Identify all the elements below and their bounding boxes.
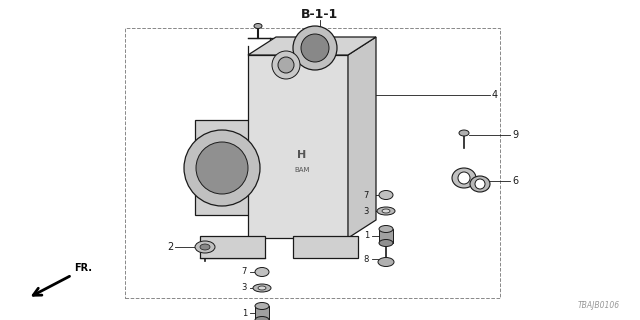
Text: 7: 7 (242, 268, 247, 276)
Ellipse shape (470, 176, 490, 192)
Ellipse shape (195, 241, 215, 253)
Bar (200, 236, 265, 258)
Text: 3: 3 (242, 284, 247, 292)
Text: 6: 6 (512, 176, 518, 186)
Text: 1: 1 (364, 231, 369, 241)
Polygon shape (248, 55, 348, 238)
Text: 3: 3 (364, 206, 369, 215)
Ellipse shape (200, 244, 210, 250)
Bar (125, 28, 500, 298)
Text: 2: 2 (167, 242, 173, 252)
Ellipse shape (255, 316, 269, 320)
Text: 9: 9 (512, 130, 518, 140)
Ellipse shape (255, 302, 269, 309)
Bar (379, 229, 393, 243)
Ellipse shape (377, 207, 395, 215)
Ellipse shape (452, 168, 476, 188)
Text: 4: 4 (492, 90, 498, 100)
Circle shape (278, 57, 294, 73)
Ellipse shape (379, 190, 393, 199)
Text: 1: 1 (242, 308, 247, 317)
Ellipse shape (255, 268, 269, 276)
Bar (293, 236, 358, 258)
Text: B-1-1: B-1-1 (301, 7, 339, 20)
Text: FR.: FR. (74, 263, 92, 273)
Ellipse shape (254, 23, 262, 28)
Circle shape (272, 51, 300, 79)
Circle shape (196, 142, 248, 194)
Ellipse shape (253, 284, 271, 292)
Ellipse shape (382, 209, 390, 213)
Bar (255, 306, 269, 320)
Polygon shape (248, 37, 376, 55)
Text: 8: 8 (364, 254, 369, 263)
Circle shape (301, 34, 329, 62)
Ellipse shape (379, 226, 393, 233)
Polygon shape (348, 37, 376, 238)
Circle shape (293, 26, 337, 70)
Ellipse shape (378, 258, 394, 267)
Ellipse shape (258, 286, 266, 290)
Text: 7: 7 (364, 190, 369, 199)
Text: H: H (298, 150, 307, 160)
Ellipse shape (459, 130, 469, 136)
Circle shape (475, 179, 485, 189)
Text: 5: 5 (294, 41, 300, 51)
Circle shape (184, 130, 260, 206)
Bar (195, 120, 250, 215)
Ellipse shape (379, 239, 393, 246)
Text: TBAJB0106: TBAJB0106 (578, 301, 620, 310)
Circle shape (458, 172, 470, 184)
Text: BAM: BAM (294, 167, 310, 173)
